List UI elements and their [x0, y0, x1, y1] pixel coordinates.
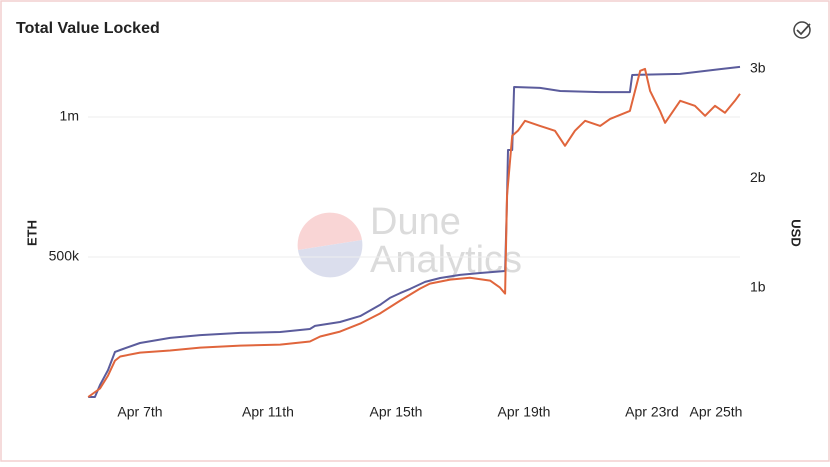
x-tick-label: Apr 23rd	[625, 404, 679, 420]
watermark-text: Analytics	[370, 239, 522, 281]
y-tick-label: 500k	[49, 248, 80, 264]
line	[87, 67, 741, 398]
axis-label: ETH	[24, 220, 39, 246]
watermark-text: Dune	[370, 201, 461, 243]
y2-tick-label: 3b	[750, 60, 766, 76]
y2-tick-label: 2b	[750, 169, 766, 185]
x-tick-label: Apr 15th	[370, 404, 423, 420]
x-tick-label: Apr 7th	[117, 404, 162, 420]
chart-title: Total Value Locked	[16, 20, 160, 37]
x-tick-label: Apr 25th	[690, 404, 743, 420]
check-icon[interactable]	[793, 21, 811, 39]
x-tick-label: Apr 11th	[242, 404, 294, 420]
y-tick-label: 1m	[60, 108, 79, 124]
watermark: Dune Analytics	[297, 201, 522, 281]
line	[88, 65, 741, 398]
y2-tick-label: 1b	[750, 278, 766, 294]
x-tick-label: Apr 19th	[498, 404, 551, 420]
axis-label: USD	[789, 219, 804, 246]
